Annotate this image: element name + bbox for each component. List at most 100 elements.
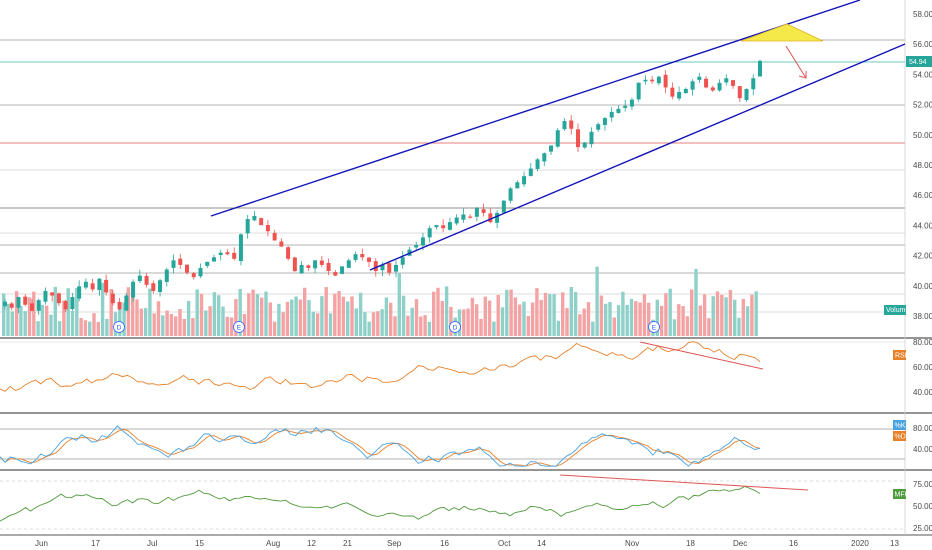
channel-upper-line[interactable]: [210, 0, 861, 217]
volume-bar: [45, 305, 49, 336]
candle-body: [158, 280, 163, 293]
candle-body: [731, 80, 736, 86]
time-axis: Jun 17 Jul 15 Aug 12 21 Sep 16 Oct 14 Nov 18 Dec 16 202…: [35, 539, 899, 548]
volume-bar: [750, 294, 754, 336]
volume-bar: [659, 305, 664, 336]
volume-bar: [234, 299, 238, 336]
rsi-label: RSI: [895, 353, 907, 360]
rsi-divergence-line[interactable]: [639, 341, 764, 370]
mfi-line: [0, 486, 761, 522]
volume-bar: [672, 319, 677, 336]
volume-bar: [380, 309, 384, 336]
volume-bar: [212, 292, 217, 336]
event-marker-circle[interactable]: [233, 321, 245, 333]
volume-bar: [350, 296, 354, 336]
candle-body: [225, 252, 230, 255]
candle-body: [198, 267, 203, 277]
last-price-tag: 54.94: [906, 56, 932, 67]
candle-body: [131, 281, 136, 298]
volume-bar: [522, 301, 526, 336]
volume-bar: [715, 291, 720, 336]
candle-body: [104, 279, 109, 293]
volume-bar: [199, 293, 204, 336]
candle-body: [481, 209, 486, 213]
event-marker-circle[interactable]: [113, 321, 125, 333]
volume-bar: [595, 266, 599, 336]
volume-bar: [470, 297, 475, 336]
volume-bar: [75, 287, 79, 336]
volume-bar: [444, 286, 449, 336]
volume-bar: [505, 289, 509, 336]
price-tick: 56.00: [913, 40, 932, 49]
arrow-annotation[interactable]: [785, 45, 807, 79]
mfi-tick: 50.00: [913, 502, 932, 511]
stoch-d-label: %D: [895, 434, 906, 441]
volume-bar: [277, 303, 281, 336]
channel-lower-line[interactable]: [369, 43, 906, 271]
volume-bar: [27, 297, 32, 336]
volume-bar: [195, 289, 199, 336]
trend-channel[interactable]: [210, 0, 906, 271]
volume-bar: [629, 298, 634, 336]
candle-body: [272, 232, 277, 241]
candle-body: [555, 130, 560, 147]
x-tick: Dec: [733, 539, 747, 548]
volume-bar: [487, 300, 492, 336]
volume-bar: [414, 299, 419, 336]
volume-bars: [2, 266, 758, 336]
candle-body: [434, 225, 439, 228]
candle-body: [643, 79, 648, 82]
volume-bar: [500, 307, 505, 336]
volume-bar: [221, 306, 225, 336]
volume-bar: [363, 312, 367, 336]
candle-body: [367, 257, 372, 262]
candle-body: [670, 87, 675, 97]
volume-bar: [238, 289, 242, 336]
volume-bar: [247, 293, 251, 336]
volume-bar: [621, 291, 625, 336]
event-marker-circle[interactable]: [449, 321, 461, 333]
candle-body: [43, 290, 48, 302]
candle-body: [137, 275, 142, 282]
candle-body: [218, 252, 223, 256]
x-tick: Nov: [625, 539, 639, 548]
stoch-tick: 40.00: [913, 445, 932, 454]
candle-body: [650, 79, 655, 82]
triangle-annotation[interactable]: [740, 23, 824, 42]
candle-body: [501, 200, 506, 213]
volume-bar: [573, 291, 578, 336]
mfi-divergence-line[interactable]: [559, 474, 809, 491]
x-tick: Sep: [387, 539, 402, 548]
volume-bar: [105, 318, 109, 336]
volume-bar: [264, 291, 268, 336]
volume-bar: [466, 308, 470, 336]
candle-body: [441, 225, 446, 229]
stochastic-d-line: [0, 428, 761, 467]
candle-body: [97, 278, 102, 291]
candle-body: [124, 295, 129, 311]
volume-bar: [135, 299, 139, 336]
volume-bar: [685, 316, 690, 336]
candle-body: [522, 176, 527, 185]
price-axis: 58.00 56.00 54.00 52.00 50.00 48.00 46.00 44.00…: [913, 10, 932, 321]
x-tick: 18: [686, 539, 695, 548]
volume-bar: [23, 311, 27, 336]
price-tick: 48.00: [913, 161, 932, 170]
event-marker-label: D: [117, 325, 122, 332]
volume-bar: [358, 292, 363, 336]
volume-bar: [2, 293, 6, 336]
candle-body: [77, 286, 82, 299]
volume-bar: [53, 286, 57, 336]
event-marker-circle[interactable]: [648, 321, 660, 333]
stoch-k-tag: %K: [893, 420, 906, 430]
volume-bar: [88, 321, 92, 336]
candle-body: [232, 252, 237, 259]
volume-bar: [457, 309, 462, 336]
volume-bar: [298, 299, 303, 336]
volume-bar: [612, 317, 616, 336]
candle-body: [259, 218, 264, 226]
candle-body: [171, 260, 176, 268]
volume-bar: [122, 302, 126, 336]
volume-bar: [608, 302, 612, 336]
